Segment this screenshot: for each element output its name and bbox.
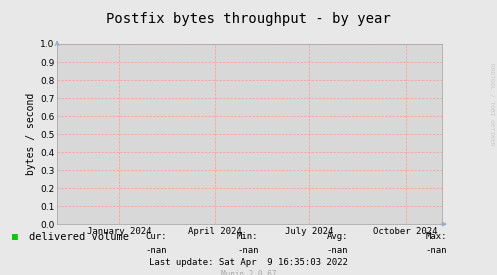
Text: -nan: -nan [327, 246, 348, 255]
Text: ■: ■ [12, 232, 18, 242]
Text: Cur:: Cur: [145, 232, 166, 241]
Y-axis label: bytes / second: bytes / second [26, 93, 36, 175]
Text: -nan: -nan [145, 246, 166, 255]
Text: Min:: Min: [237, 232, 258, 241]
Text: Last update: Sat Apr  9 16:35:03 2022: Last update: Sat Apr 9 16:35:03 2022 [149, 258, 348, 267]
Text: Postfix bytes throughput - by year: Postfix bytes throughput - by year [106, 12, 391, 26]
Text: Max:: Max: [426, 232, 447, 241]
Text: -nan: -nan [237, 246, 258, 255]
Text: -nan: -nan [426, 246, 447, 255]
Text: delivered volume: delivered volume [29, 232, 129, 242]
Text: Munin 2.0.67: Munin 2.0.67 [221, 270, 276, 275]
Text: Avg:: Avg: [327, 232, 348, 241]
Text: RRDTOOL / TOBI OETIKER: RRDTOOL / TOBI OETIKER [490, 63, 495, 146]
